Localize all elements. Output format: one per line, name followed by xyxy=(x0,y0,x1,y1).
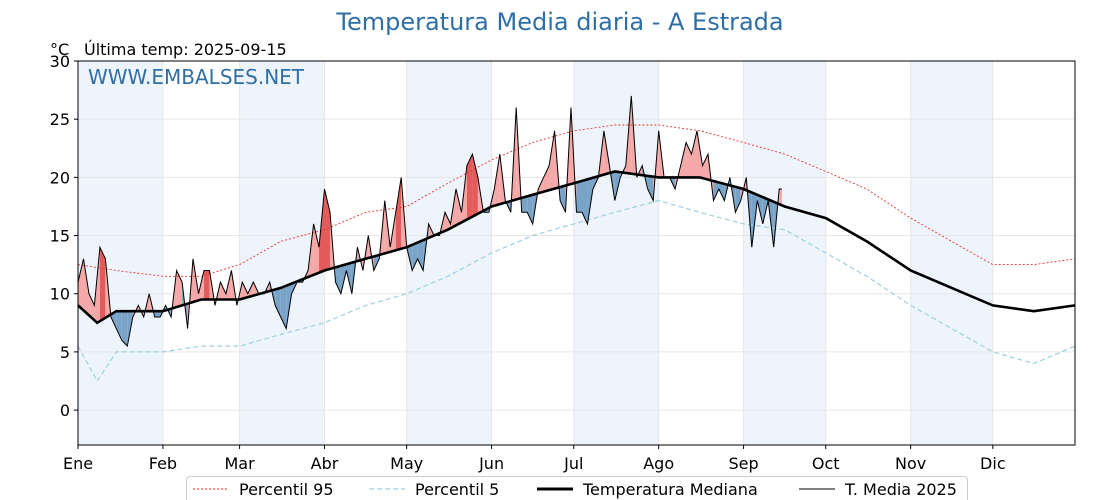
x-tick-label: Jun xyxy=(478,454,504,473)
legend-item-p95: Percentil 95 xyxy=(193,479,334,499)
below-median-fill xyxy=(521,196,528,213)
legend-item-p5: Percentil 5 xyxy=(369,479,499,499)
above-median-fill xyxy=(99,247,106,322)
legend-label-2025: T. Media 2025 xyxy=(845,479,957,499)
above-median-fill xyxy=(455,189,462,226)
above-median-fill xyxy=(494,154,500,206)
x-tick-label: Mar xyxy=(225,454,256,473)
y-tick-label: 15 xyxy=(50,227,70,246)
below-median-fill xyxy=(560,185,566,213)
above-median-fill xyxy=(242,282,248,299)
above-median-fill xyxy=(395,177,402,251)
y-tick-label: 20 xyxy=(50,168,70,187)
x-tick-label: Nov xyxy=(895,454,926,473)
series-line-t-media-2025 xyxy=(77,95,782,348)
below-median-fill xyxy=(275,287,281,317)
series-lines xyxy=(77,95,1076,383)
legend-label-p5: Percentil 5 xyxy=(415,479,500,499)
above-median-fill xyxy=(88,293,95,321)
watermark: WWW.EMBALSES.NET xyxy=(88,65,305,89)
below-median-fill xyxy=(412,242,418,271)
legend: Percentil 95 Percentil 5 Temperatura Med… xyxy=(186,476,968,500)
x-tick-label: Jul xyxy=(563,454,583,473)
series-line-temperatura-mediana xyxy=(77,170,1076,325)
legend-item-median: Temperatura Mediana xyxy=(537,479,758,499)
legend-swatch-p95 xyxy=(193,488,229,490)
below-median-fill xyxy=(527,194,533,224)
below-median-fill xyxy=(110,311,117,329)
below-median-fill xyxy=(154,311,161,317)
legend-label-p95: Percentil 95 xyxy=(239,479,334,499)
x-tick-label: Abr xyxy=(311,454,339,473)
legend-swatch-median xyxy=(537,487,573,491)
below-median-fill xyxy=(718,182,725,201)
below-median-fill xyxy=(581,179,588,224)
above-median-fill xyxy=(78,258,84,311)
above-median-fill xyxy=(779,189,782,206)
above-median-fill xyxy=(324,189,330,271)
below-median-fill xyxy=(576,180,582,213)
legend-item-2025: T. Media 2025 xyxy=(799,479,957,499)
legend-swatch-2025 xyxy=(799,488,835,490)
chart-title: Temperatura Media diaria - A Estrada xyxy=(336,8,784,36)
above-median-fill xyxy=(445,212,451,231)
last-temp-label: Última temp: 2025-09-15 xyxy=(84,40,287,59)
plot-frame xyxy=(77,60,1076,446)
below-median-fill xyxy=(735,186,741,213)
above-median-fill xyxy=(549,130,555,191)
month-band xyxy=(573,61,659,445)
x-tick-label: May xyxy=(390,454,423,473)
above-median-fill xyxy=(203,270,210,300)
y-tick-label: 30 xyxy=(50,52,70,71)
y-tick-label: 25 xyxy=(50,110,70,129)
above-median-fill xyxy=(313,223,320,275)
above-median-fill xyxy=(543,165,550,192)
y-tick-label: 0 xyxy=(60,401,70,420)
below-median-fill xyxy=(280,285,287,329)
below-median-fill xyxy=(116,311,122,341)
legend-swatch-p5 xyxy=(369,488,405,490)
below-median-fill xyxy=(121,311,128,347)
axes: 0 5 10 15 20 25 30 Ene Feb Mar Abr May Jun Jul Ago Sep O… xyxy=(50,52,1076,473)
month-bands xyxy=(78,61,993,445)
x-tick-label: Ago xyxy=(643,454,674,473)
x-tick-label: Feb xyxy=(149,454,177,473)
above-median-fill xyxy=(472,154,478,217)
y-tick-label: 5 xyxy=(60,343,70,362)
above-median-fill xyxy=(220,282,226,300)
month-band xyxy=(78,61,163,445)
legend-label-median: Temperatura Mediana xyxy=(583,479,758,499)
below-median-fill xyxy=(417,240,424,271)
series-line-percentil-95 xyxy=(77,124,1076,277)
y-tick-label: 10 xyxy=(50,285,70,304)
below-median-fill xyxy=(713,181,719,201)
month-band xyxy=(743,61,826,445)
x-tick-label: Oct xyxy=(812,454,840,473)
below-median-fill xyxy=(335,265,341,294)
x-tick-label: Dic xyxy=(980,454,1006,473)
above-median-fill xyxy=(691,130,698,178)
above-median-fill xyxy=(83,258,89,316)
above-median-fill xyxy=(702,154,708,180)
below-median-fill xyxy=(647,175,654,201)
y-unit-label: °C xyxy=(50,40,70,59)
x-tick-label: Ene xyxy=(63,454,93,473)
above-median-fill xyxy=(680,142,687,178)
month-band xyxy=(910,61,993,445)
x-tick-label: Sep xyxy=(729,454,759,473)
